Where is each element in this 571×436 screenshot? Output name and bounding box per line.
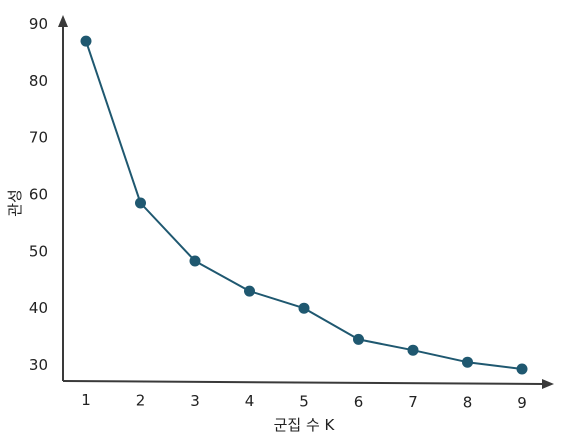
series-line <box>85 40 523 370</box>
data-point <box>298 302 310 314</box>
y-tick-label: 30 <box>29 356 48 374</box>
series-group <box>80 35 528 375</box>
axes <box>58 15 554 389</box>
data-point <box>189 255 201 267</box>
x-tick-label: 2 <box>136 391 146 409</box>
x-tick-label: 4 <box>245 392 255 410</box>
y-tick-labels: 30 40 50 60 70 80 90 <box>29 15 48 374</box>
data-point <box>516 363 528 375</box>
x-tick-label: 1 <box>81 391 91 409</box>
data-point <box>407 344 419 356</box>
x-tick-label: 8 <box>463 394 473 412</box>
y-tick-label: 80 <box>29 72 48 90</box>
x-tick-labels: 1 2 3 4 5 6 7 8 9 <box>81 391 527 412</box>
x-axis-line <box>62 380 545 385</box>
x-axis-label: 군집 수 K <box>274 416 336 434</box>
x-axis-arrow <box>542 379 554 389</box>
x-tick-label: 5 <box>299 393 309 411</box>
y-tick-label: 40 <box>29 299 48 317</box>
y-tick-label: 60 <box>29 186 48 204</box>
data-point <box>244 285 255 297</box>
data-point <box>135 197 146 209</box>
data-point <box>80 35 92 47</box>
y-axis-label: 관성 <box>6 189 24 217</box>
y-tick-label: 70 <box>29 129 48 147</box>
x-tick-label: 9 <box>517 394 527 412</box>
x-tick-label: 6 <box>354 393 364 411</box>
y-axis-arrow <box>58 15 68 27</box>
y-tick-label: 90 <box>29 15 48 33</box>
x-tick-label: 7 <box>408 393 418 411</box>
data-point <box>353 333 364 345</box>
data-point <box>462 356 473 368</box>
x-tick-label: 3 <box>190 392 200 410</box>
y-tick-label: 50 <box>29 242 48 260</box>
